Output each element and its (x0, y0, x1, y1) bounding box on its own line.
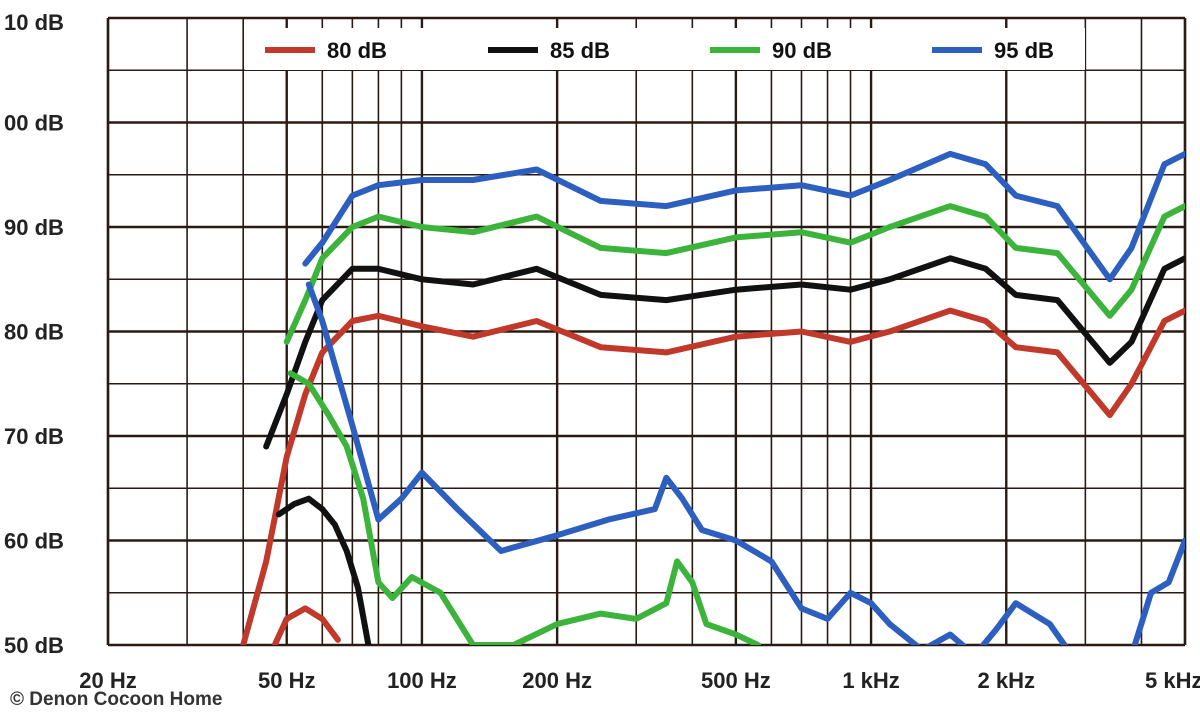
legend-label: 80 dB (327, 38, 387, 63)
x-tick-label: 200 Hz (522, 668, 592, 693)
y-tick-label: 90 dB (4, 215, 64, 240)
x-tick-label: 2 kHz (978, 668, 1035, 693)
y-tick-label: 10 dB (4, 10, 64, 35)
legend: 80 dB 85 dB 90 dB 95 dB (245, 28, 1085, 70)
x-tick-label: 100 Hz (387, 668, 457, 693)
legend-label: 95 dB (994, 38, 1054, 63)
legend-label: 85 dB (550, 38, 610, 63)
x-tick-label: 500 Hz (701, 668, 771, 693)
x-tick-label: 1 kHz (842, 668, 899, 693)
series-line-2 (283, 203, 1185, 345)
series-line-0 (240, 307, 1185, 645)
series-line-5 (275, 495, 372, 645)
series-line-7 (305, 281, 1185, 645)
x-tick-label: 50 Hz (258, 668, 315, 693)
series-line-4 (271, 605, 341, 645)
x-tick-label: 20 Hz (79, 668, 136, 693)
legend-label: 90 dB (772, 38, 832, 63)
series-line-3 (302, 150, 1185, 283)
y-tick-label: 00 dB (4, 111, 64, 136)
y-tick-label: 50 dB (4, 633, 64, 658)
y-tick-label: 70 dB (4, 424, 64, 449)
plot-series (240, 150, 1185, 645)
x-axis-tick-labels: 20 Hz 50 Hz 100 Hz 200 Hz 500 Hz 1 kHz 2 kHz 5 … (79, 668, 1200, 693)
y-tick-label: 60 dB (4, 529, 64, 554)
copyright-text: © Denon Cocoon Home (10, 689, 222, 710)
series-line-6 (287, 370, 761, 645)
y-tick-label: 80 dB (4, 320, 64, 345)
x-tick-label: 5 kHz (1145, 668, 1200, 693)
y-axis-tick-labels: 10 dB 00 dB 90 dB 80 dB 70 dB 60 dB 50 dB (4, 10, 64, 658)
series-line-1 (263, 255, 1185, 450)
